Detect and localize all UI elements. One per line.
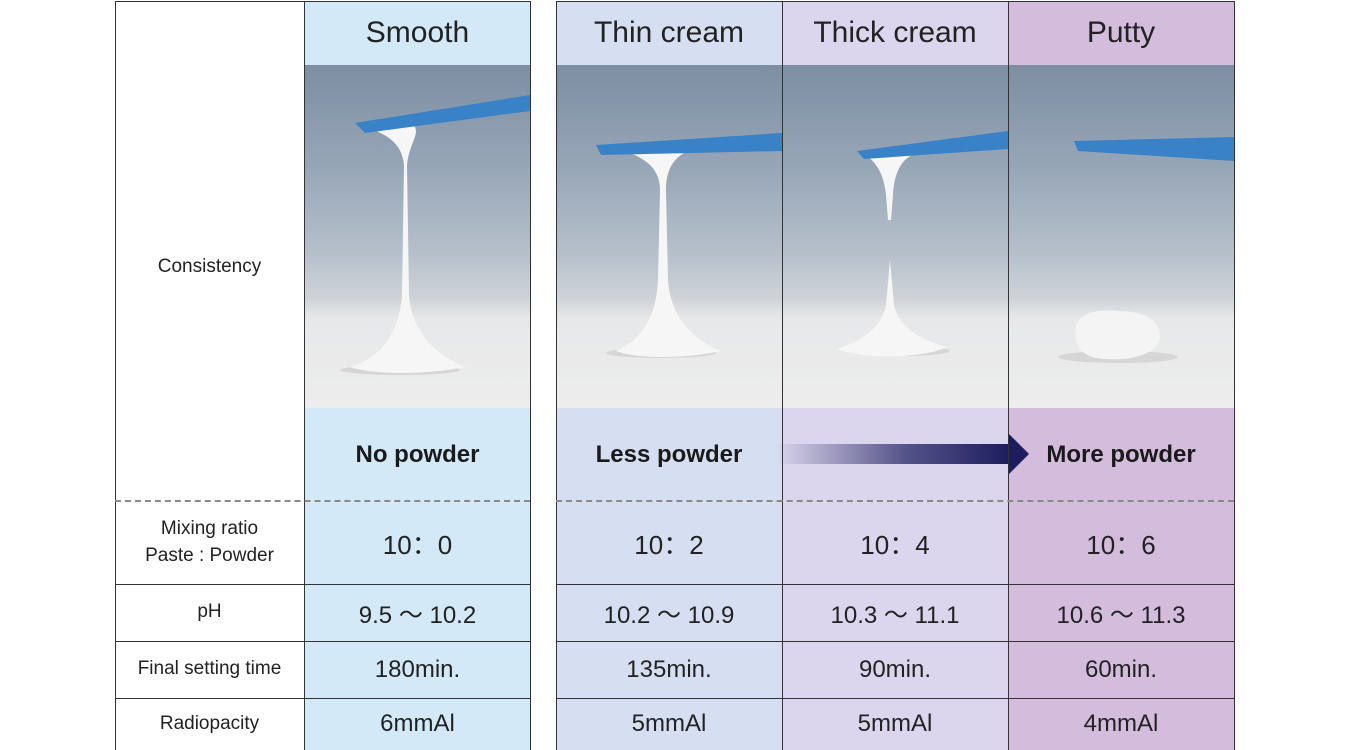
row-sep-2-left — [115, 641, 530, 642]
row-sep-1-right — [556, 584, 1234, 585]
radiopacity-thick-cream: 5mmAl — [857, 710, 933, 737]
grid-top-right — [556, 1, 1234, 2]
photo-thin-cream — [556, 65, 782, 408]
label-setting-time: Final setting time — [137, 658, 282, 680]
label-mixing-ratio: Mixing ratio Paste : Powder — [115, 516, 304, 576]
radiopacity-thin-cream: 5mmAl — [631, 710, 707, 737]
header-putty: Putty — [1086, 16, 1156, 49]
grid-left-edge — [115, 1, 116, 750]
mixing-putty: 10：6 — [1086, 529, 1156, 560]
dashed-separator-right — [556, 500, 1234, 502]
radiopacity-smooth: 6mmAl — [380, 710, 455, 737]
ph-smooth: 9.5 〜 10.2 — [358, 602, 477, 629]
row-sep-2-right — [556, 641, 1234, 642]
powder-putty: More powder — [1046, 440, 1196, 468]
grid-smooth-right — [530, 1, 531, 750]
grid-label-divider — [304, 1, 305, 750]
setting-thick-cream: 90min. — [858, 655, 932, 683]
mixing-smooth: 10：0 — [382, 529, 453, 560]
photo-smooth — [305, 65, 530, 408]
label-ph: pH — [197, 601, 222, 623]
header-smooth: Smooth — [365, 16, 470, 49]
row-sep-1-left — [115, 584, 530, 585]
photo-putty — [1008, 65, 1234, 408]
row-sep-3-left — [115, 698, 530, 699]
photo-thick-cream — [782, 65, 1008, 408]
row-sep-3-right — [556, 698, 1234, 699]
dashed-separator-left — [115, 500, 530, 502]
header-thin-cream: Thin cream — [593, 16, 745, 49]
grid-thick-putty-divider — [1008, 1, 1009, 750]
setting-putty: 60min. — [1084, 655, 1158, 683]
ph-thin-cream: 10.2 〜 10.9 — [603, 602, 735, 629]
label-mixing-line1: Mixing ratio — [160, 518, 259, 539]
mixing-thick-cream: 10：4 — [860, 529, 930, 560]
header-thick-cream: Thick cream — [813, 16, 977, 49]
ph-putty: 10.6 〜 11.3 — [1056, 602, 1186, 629]
mixing-thin-cream: 10：2 — [634, 529, 704, 560]
setting-thin-cream: 135min. — [626, 655, 712, 683]
setting-smooth: 180min. — [374, 655, 461, 683]
powder-thin-cream: Less powder — [595, 440, 743, 468]
powder-smooth: No powder — [355, 440, 480, 468]
powder-arrow-icon — [775, 434, 1029, 474]
label-radiopacity: Radiopacity — [159, 712, 260, 734]
grid-thin-thick-divider — [782, 1, 783, 750]
grid-top-left — [115, 1, 530, 2]
grid-right-edge — [1234, 1, 1235, 750]
radiopacity-putty: 4mmAl — [1083, 710, 1159, 737]
ph-thick-cream: 10.3 〜 11.1 — [830, 602, 960, 629]
grid-right-block-left — [556, 1, 557, 750]
label-consistency: Consistency — [157, 255, 262, 277]
label-mixing-line2: Paste : Powder — [145, 544, 274, 566]
